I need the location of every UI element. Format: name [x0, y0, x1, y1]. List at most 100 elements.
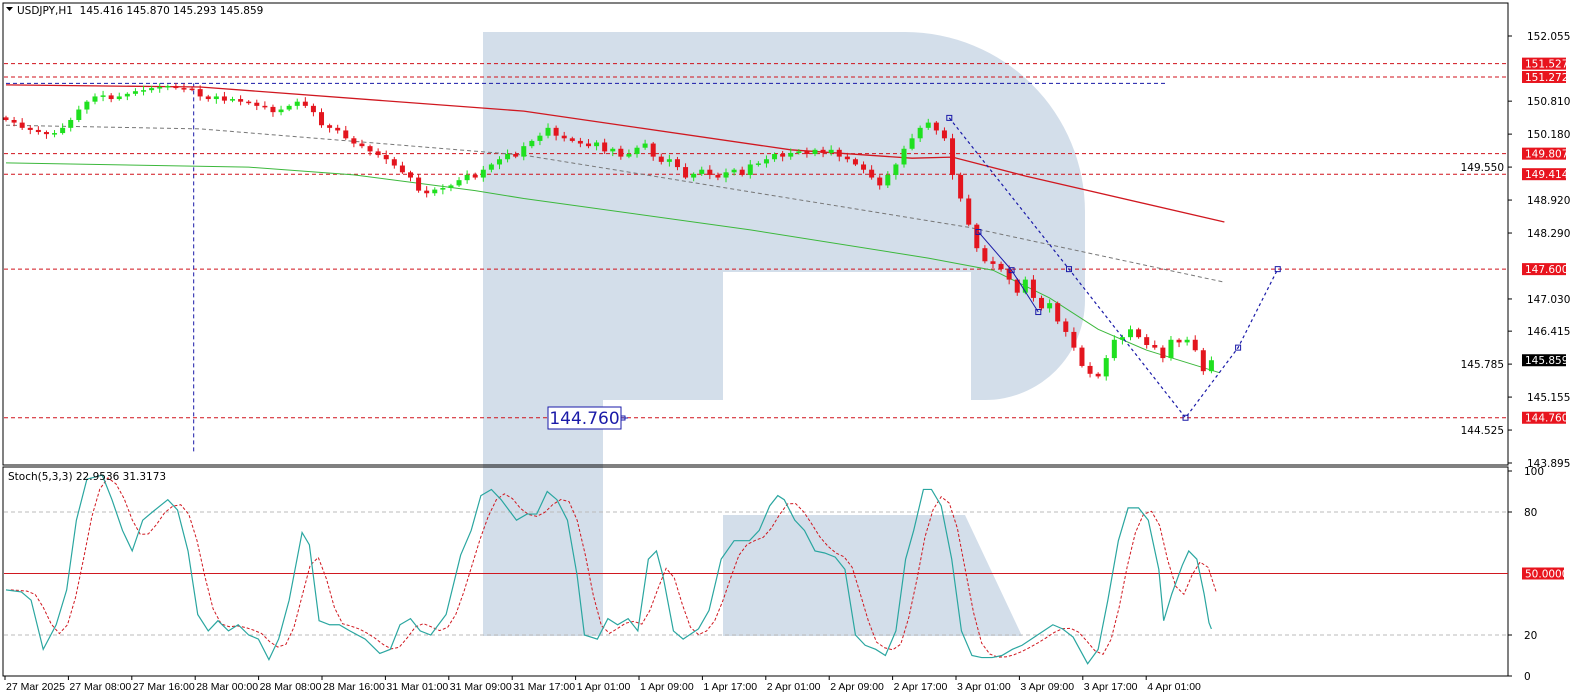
candle-body [545, 127, 551, 136]
time-tick-label: 31 Mar 17:00 [513, 681, 575, 693]
candle [796, 149, 802, 155]
candle [755, 161, 761, 167]
candle-body [480, 169, 486, 178]
candle-body [755, 163, 761, 165]
candle-body [173, 85, 179, 89]
candle-body [844, 156, 850, 160]
candle-body [3, 117, 9, 120]
candle-body [852, 159, 858, 165]
candle-body [141, 90, 147, 92]
candle-body [230, 99, 236, 101]
candle-body [909, 138, 915, 149]
candle-body [60, 127, 66, 134]
candle-body [561, 135, 567, 139]
candle-body [472, 174, 478, 178]
candle-body [327, 125, 333, 128]
candle-body [998, 263, 1004, 270]
candle-body [577, 140, 583, 144]
candle-body [529, 140, 535, 147]
main-pane-border [2, 2, 1509, 466]
candle [521, 142, 527, 161]
candle-body [836, 149, 842, 157]
symbol-header[interactable]: USDJPY,H1 145.416 145.870 145.293 145.85… [6, 5, 263, 17]
candle [650, 141, 656, 161]
candle [383, 150, 389, 164]
candle [116, 92, 122, 101]
price-tick-label: 152.055 [1527, 31, 1570, 43]
wave-point [975, 228, 982, 235]
candle [319, 108, 325, 128]
candle [553, 125, 559, 141]
price-tick-label: 145.785 [1461, 359, 1504, 371]
candle [1168, 336, 1174, 361]
stoch-mid-label: 50.0000 [1525, 569, 1568, 581]
candle [294, 98, 300, 110]
candle-body [294, 101, 300, 106]
price-tick-label: 148.920 [1527, 195, 1570, 207]
candle [221, 91, 227, 104]
candle-body [513, 154, 519, 157]
candle [820, 146, 826, 158]
candle [375, 148, 381, 158]
candle [108, 93, 114, 103]
candle-body [424, 190, 430, 194]
candle [246, 100, 252, 105]
watermark-stem [483, 32, 603, 636]
candle-body [877, 177, 883, 186]
candle-body [367, 146, 373, 152]
candle-body [52, 133, 58, 135]
candle-body [351, 138, 357, 144]
candle-body [278, 109, 284, 113]
candle [1208, 356, 1214, 374]
candle-body [238, 99, 244, 102]
time-tick-label: 27 Mar 08:00 [69, 681, 131, 693]
candle [885, 171, 891, 189]
wave-segment [978, 231, 1039, 313]
candle-body [1176, 339, 1182, 343]
candle-body [310, 105, 316, 113]
candle [674, 156, 680, 171]
candle-body [674, 159, 680, 168]
level-price-label: 151.527 [1525, 59, 1568, 71]
price-levels [4, 63, 1508, 453]
time-tick-label: 28 Mar 16:00 [323, 681, 385, 693]
candle-body [958, 174, 964, 199]
candle-body [1184, 339, 1190, 343]
candle [561, 131, 567, 142]
candle [618, 145, 624, 160]
candle-body [585, 143, 591, 147]
candle-body [189, 88, 195, 91]
candle-body [408, 172, 413, 178]
current-price-label: 145.859 [1525, 355, 1568, 367]
price-tick-label: 144.525 [1461, 425, 1504, 437]
candle [52, 130, 58, 138]
candle [351, 136, 357, 148]
candle-body [157, 87, 163, 89]
candle [391, 156, 397, 169]
candle-body [796, 151, 802, 153]
candle [594, 140, 600, 151]
candle [286, 104, 292, 112]
candle [1128, 325, 1134, 341]
candle-body [440, 188, 446, 190]
candle [448, 183, 454, 192]
stoch-pane-border [2, 466, 1509, 677]
level-price-badge [1522, 147, 1566, 160]
candle [100, 90, 106, 102]
level-price-label: 149.414 [1525, 169, 1569, 181]
candle [165, 84, 171, 91]
stoch-tick-label: 20 [1524, 630, 1537, 642]
candle [1160, 345, 1166, 363]
candle-body [84, 101, 90, 110]
candle [238, 95, 244, 106]
candle [626, 149, 632, 159]
forecast-drawings [946, 114, 1281, 421]
candle-body [1063, 321, 1069, 332]
candle [302, 97, 308, 108]
price-tick-label: 150.180 [1527, 129, 1570, 141]
triangle-down-icon[interactable] [6, 7, 13, 11]
candle-body [181, 88, 187, 90]
candle [958, 172, 964, 202]
candle-body [1055, 303, 1061, 322]
